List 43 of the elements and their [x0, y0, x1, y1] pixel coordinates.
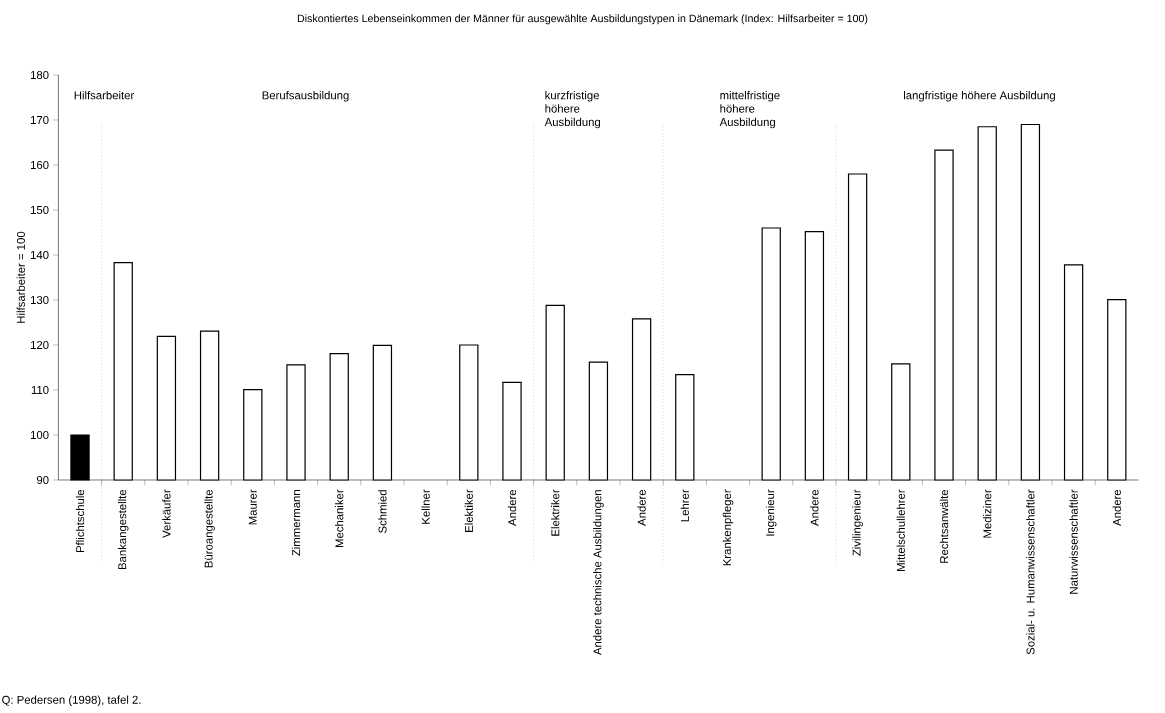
x-tick-label: Büroangestellte: [204, 489, 215, 568]
y-tick-label: 130: [30, 295, 49, 304]
x-tick-label: Elektriker: [551, 489, 560, 536]
x-tick-label: Andere: [507, 489, 517, 526]
chart-title: Diskontiertes Lebenseinkommen der Männer für ausgewählte Ausbildungstypen in Dänemark (Index: Hilfsarbeiter = 100): [297, 14, 868, 25]
x-tick-label: Andere: [637, 489, 646, 526]
y-tick-label: 120: [30, 340, 49, 349]
y-tick-label: 160: [30, 160, 49, 169]
annotation: mittelfristige höhere Ausbildung: [719, 91, 780, 129]
x-tick-label: Schmied: [378, 490, 387, 533]
annotation: Berufsausbildung: [262, 91, 349, 102]
y-tick-label: 100: [30, 430, 49, 439]
y-tick-label: 90: [36, 475, 49, 484]
x-tick-label: Andere: [810, 489, 819, 526]
x-tick-label: Maurer: [248, 489, 257, 525]
y-tick-label: 150: [30, 205, 49, 214]
y-tick-label: 110: [31, 385, 49, 394]
x-tick-label: Mittelschullehrer: [896, 489, 905, 571]
y-axis-title: Hilfsarbeiter = 100: [16, 231, 25, 323]
x-tick-label: Ingenieur: [765, 489, 777, 536]
x-tick-label: Zivilingenieur: [852, 489, 863, 556]
annotation: Hilfsarbeiter: [74, 91, 135, 100]
x-tick-label: Kellner: [421, 489, 430, 524]
x-tick-label: Andere technische Ausbildungen: [593, 490, 604, 656]
x-tick-label: Lehrer: [680, 489, 689, 522]
x-tick-label: Sozial- u. Humanwissenschaftler: [1026, 489, 1035, 655]
x-tick-label: Andere: [1112, 489, 1121, 526]
x-tick-label: Naturwissenschaftler: [1069, 489, 1078, 594]
y-tick-label: 170: [30, 115, 49, 124]
x-tick-label: Mediziner: [983, 489, 992, 538]
annotation: kurzfristige höhere Ausbildung: [544, 91, 601, 129]
annotation: langfristige höhere Ausbildung: [904, 91, 1055, 102]
y-tick-label: 180: [30, 71, 49, 79]
x-tick-label: Rechtsanwälte: [939, 489, 949, 563]
x-tick-label: Krankenpfleger: [722, 489, 734, 566]
text: Q: Pedersen (1998), tafel 2.: [2, 695, 141, 707]
x-tick-label: Zimmermann: [291, 490, 301, 556]
x-tick-label: Bankangestellte: [117, 489, 129, 570]
x-tick-label: Pflichtschule: [75, 489, 85, 553]
x-tick-label: Mechaniker: [335, 489, 344, 548]
x-tick-label: Verkäufer: [162, 489, 171, 538]
x-tick-label: Elektiker: [464, 489, 473, 532]
y-tick-label: 140: [30, 250, 49, 259]
